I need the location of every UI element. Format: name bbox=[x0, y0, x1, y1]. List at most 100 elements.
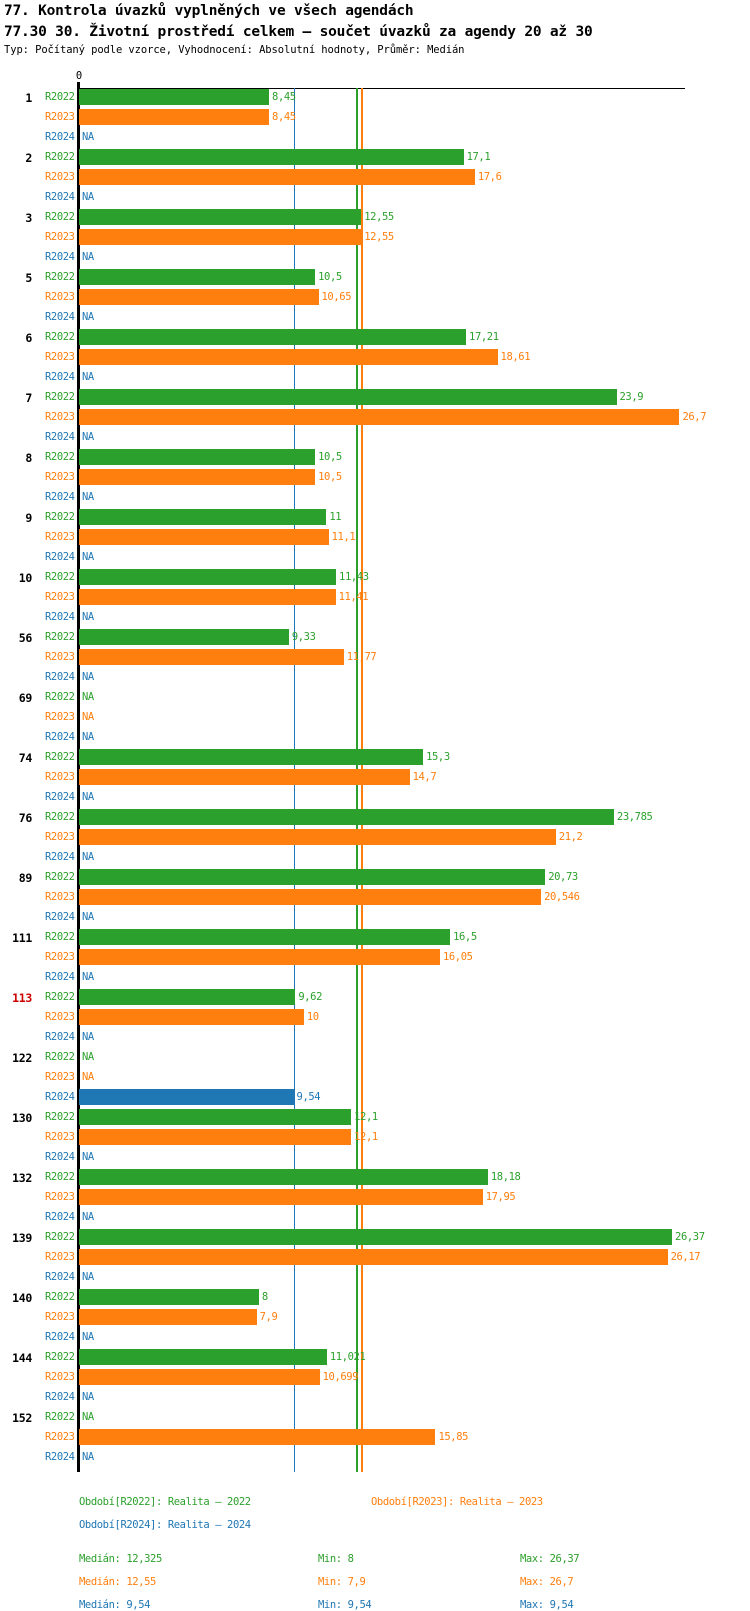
group-label-69: 69 bbox=[18, 691, 33, 705]
group-label-140: 140 bbox=[12, 1291, 32, 1305]
bar-na-marker: NA bbox=[82, 611, 94, 623]
bar-na-marker: NA bbox=[82, 711, 94, 723]
bar-r2022-3[interactable] bbox=[79, 209, 362, 225]
bar-r2023-6[interactable] bbox=[79, 349, 498, 365]
bar-r2023-113[interactable] bbox=[79, 1009, 304, 1025]
bar-value-label: 21,2 bbox=[558, 831, 583, 843]
bar-value-label: 23,785 bbox=[616, 811, 653, 823]
bar-r2023-89[interactable] bbox=[79, 889, 542, 905]
bar-value-label: 12,1 bbox=[354, 1111, 378, 1123]
series-label-r2023: R2023 bbox=[45, 711, 75, 723]
series-label-r2022: R2022 bbox=[45, 331, 75, 343]
series-label-r2024: R2024 bbox=[45, 1451, 75, 1463]
series-label-r2023: R2023 bbox=[45, 471, 75, 483]
series-label-r2024: R2024 bbox=[45, 1151, 75, 1163]
bar-r2023-130[interactable] bbox=[79, 1129, 352, 1145]
bar-r2023-144[interactable] bbox=[79, 1369, 320, 1385]
bar-r2022-140[interactable] bbox=[79, 1289, 259, 1305]
bar-r2023-56[interactable] bbox=[79, 649, 344, 665]
series-label-r2022: R2022 bbox=[45, 1351, 75, 1363]
bar-r2023-132[interactable] bbox=[79, 1189, 483, 1205]
bar-na-marker: NA bbox=[82, 671, 94, 683]
chart-meta-line: Typ: Počítaný podle vzorce, Vyhodnocení:… bbox=[4, 44, 465, 56]
bar-na-marker: NA bbox=[82, 1411, 94, 1423]
bar-r2022-74[interactable] bbox=[79, 749, 424, 765]
bar-r2022-76[interactable] bbox=[79, 809, 614, 825]
bar-r2023-140[interactable] bbox=[79, 1309, 257, 1325]
legend-stat-min-r2024: Min: 9,54 bbox=[318, 1599, 372, 1611]
bar-na-marker: NA bbox=[82, 1151, 94, 1163]
group-label-2: 2 bbox=[25, 151, 32, 165]
bar-r2023-8[interactable] bbox=[79, 469, 316, 485]
bar-na-marker: NA bbox=[82, 131, 94, 143]
series-label-r2024: R2024 bbox=[45, 1031, 75, 1043]
series-label-r2023: R2023 bbox=[45, 171, 75, 183]
bar-r2023-152[interactable] bbox=[79, 1429, 436, 1445]
bar-r2022-89[interactable] bbox=[79, 869, 546, 885]
series-label-r2024: R2024 bbox=[45, 671, 75, 683]
legend-stat-median-r2024: Medián: 9,54 bbox=[79, 1599, 151, 1611]
legend-stat-min-r2022: Min: 8 bbox=[318, 1553, 354, 1565]
x-axis-line bbox=[79, 88, 685, 89]
legend-stat-min-r2023: Min: 7,9 bbox=[318, 1576, 366, 1588]
bar-value-label: 26,7 bbox=[682, 411, 707, 423]
bar-r2022-111[interactable] bbox=[79, 929, 451, 945]
series-label-r2022: R2022 bbox=[45, 571, 75, 583]
bar-value-label: 8 bbox=[261, 1291, 268, 1303]
bar-value-label: 26,37 bbox=[675, 1231, 705, 1243]
bar-r2024-122[interactable] bbox=[79, 1089, 294, 1105]
bar-value-label: 15,3 bbox=[426, 751, 450, 763]
group-label-130: 130 bbox=[12, 1111, 32, 1125]
series-label-r2024: R2024 bbox=[45, 431, 75, 443]
bar-na-marker: NA bbox=[82, 371, 94, 383]
bar-value-label: 26,17 bbox=[670, 1251, 701, 1263]
bar-na-marker: NA bbox=[82, 1071, 94, 1083]
bar-r2022-7[interactable] bbox=[79, 389, 617, 405]
bar-r2023-9[interactable] bbox=[79, 529, 329, 545]
bar-value-label: 10,699 bbox=[322, 1371, 359, 1383]
bar-r2023-3[interactable] bbox=[79, 229, 362, 245]
y-axis-line bbox=[77, 82, 80, 1472]
bar-r2023-139[interactable] bbox=[79, 1249, 668, 1265]
bar-r2023-2[interactable] bbox=[79, 169, 475, 185]
bar-r2022-132[interactable] bbox=[79, 1169, 488, 1185]
bar-value-label: 11,1 bbox=[331, 531, 356, 543]
bar-r2023-10[interactable] bbox=[79, 589, 336, 605]
bar-na-marker: NA bbox=[82, 1451, 94, 1463]
bar-r2022-9[interactable] bbox=[79, 509, 327, 525]
bar-r2022-139[interactable] bbox=[79, 1229, 673, 1245]
series-label-r2024: R2024 bbox=[45, 731, 75, 743]
bar-r2022-8[interactable] bbox=[79, 449, 316, 465]
series-label-r2023: R2023 bbox=[45, 951, 75, 963]
series-label-r2023: R2023 bbox=[45, 591, 75, 603]
bar-r2022-144[interactable] bbox=[79, 1349, 327, 1365]
bar-na-marker: NA bbox=[82, 491, 94, 503]
bar-r2022-130[interactable] bbox=[79, 1109, 352, 1125]
bar-r2022-2[interactable] bbox=[79, 149, 464, 165]
bar-r2022-5[interactable] bbox=[79, 269, 316, 285]
bar-value-label: 12,1 bbox=[354, 1131, 378, 1143]
bar-r2023-7[interactable] bbox=[79, 409, 680, 425]
bar-na-marker: NA bbox=[82, 191, 94, 203]
bar-r2022-10[interactable] bbox=[79, 569, 337, 585]
bar-r2022-1[interactable] bbox=[79, 89, 270, 105]
bar-value-label: 9,62 bbox=[298, 991, 323, 1003]
series-label-r2023: R2023 bbox=[45, 231, 75, 243]
bar-value-label: 17,6 bbox=[477, 171, 502, 183]
bar-value-label: 11,41 bbox=[338, 591, 369, 603]
series-label-r2023: R2023 bbox=[45, 1371, 75, 1383]
series-label-r2023: R2023 bbox=[45, 1071, 75, 1083]
bar-r2023-111[interactable] bbox=[79, 949, 440, 965]
bar-r2022-6[interactable] bbox=[79, 329, 467, 345]
bar-r2023-74[interactable] bbox=[79, 769, 410, 785]
series-label-r2022: R2022 bbox=[45, 151, 75, 163]
bar-na-marker: NA bbox=[82, 1051, 94, 1063]
series-label-r2022: R2022 bbox=[45, 211, 75, 223]
bar-na-marker: NA bbox=[82, 431, 94, 443]
bar-r2023-1[interactable] bbox=[79, 109, 270, 125]
bar-r2023-5[interactable] bbox=[79, 289, 319, 305]
bar-value-label: 8,45 bbox=[272, 111, 296, 123]
bar-r2022-113[interactable] bbox=[79, 989, 296, 1005]
bar-r2023-76[interactable] bbox=[79, 829, 556, 845]
bar-r2022-56[interactable] bbox=[79, 629, 289, 645]
